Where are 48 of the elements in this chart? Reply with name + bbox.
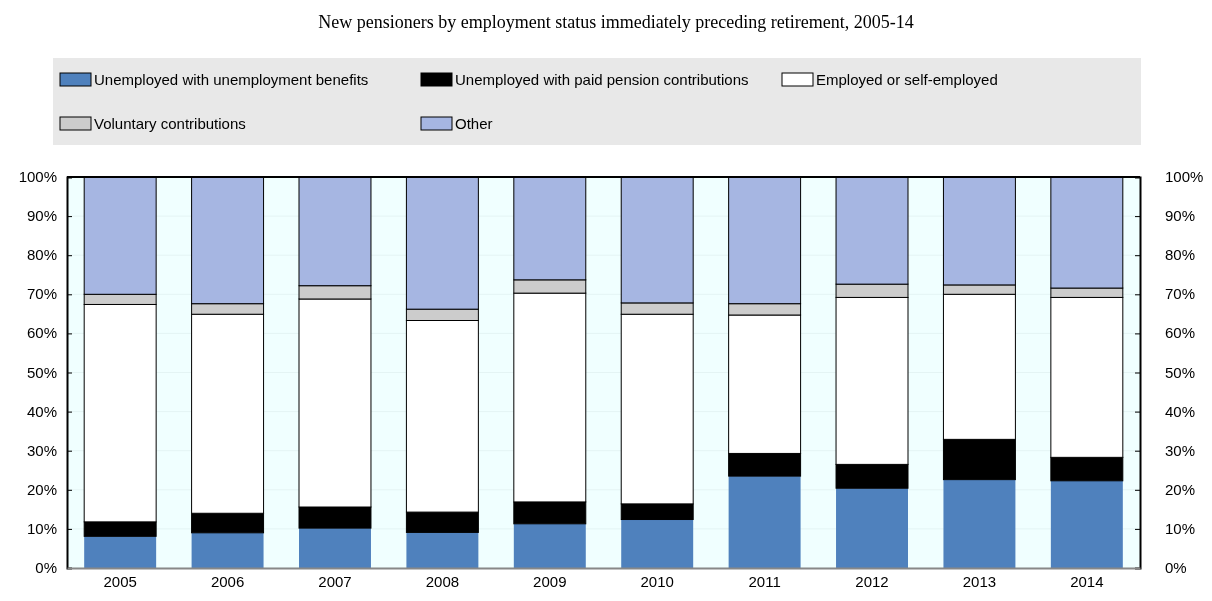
y2-tick-label: 40% — [1165, 402, 1196, 420]
y2-tick-label: 0% — [1165, 559, 1187, 576]
y-tick-label: 60% — [26, 324, 57, 342]
bar — [299, 528, 371, 568]
y-tick-label: 20% — [26, 480, 57, 498]
y2-tick-label: 30% — [1165, 441, 1196, 459]
y2-tick-label: 20% — [1165, 480, 1196, 498]
x-tick-label: 2011 — [748, 572, 781, 590]
y-tick-label: 70% — [26, 285, 57, 303]
y-tick-label: 30% — [26, 441, 57, 459]
y-tick-label: 50% — [26, 363, 57, 381]
x-tick-label: 2014 — [1070, 572, 1104, 590]
y-tick-label: 10% — [26, 519, 57, 537]
chart-title: New pensioners by employment status immediately preceding retirement, 2005-14 — [318, 12, 914, 32]
y-tick-label: 90% — [26, 207, 57, 225]
legend-label: Other — [455, 115, 493, 132]
legend-label: Employed or self-employed — [816, 71, 998, 88]
bar — [621, 519, 694, 568]
y2-tick-label: 100% — [1165, 168, 1204, 185]
y-tick-label: 0% — [35, 559, 57, 576]
y-tick-label: 100% — [18, 168, 57, 185]
y-tick-label: 40% — [26, 402, 57, 420]
x-tick-label: 2007 — [318, 572, 352, 590]
x-tick-label: 2010 — [640, 572, 674, 590]
bar — [728, 476, 801, 568]
x-tick-label: 2005 — [103, 572, 137, 590]
legend-label: Voluntary contributions — [94, 115, 246, 132]
x-tick-label: 2012 — [855, 572, 889, 590]
y2-tick-label: 80% — [1165, 246, 1196, 264]
bar — [513, 523, 586, 568]
bar — [191, 532, 264, 568]
y2-tick-label: 90% — [1165, 207, 1196, 225]
bar — [1050, 480, 1123, 568]
y2-tick-label: 10% — [1165, 519, 1196, 537]
bar — [943, 479, 1016, 568]
y2-tick-label: 70% — [1165, 285, 1196, 303]
bar — [84, 536, 157, 568]
x-tick-label: 2009 — [533, 572, 567, 590]
y2-tick-label: 60% — [1165, 324, 1196, 342]
y2-tick-label: 50% — [1165, 363, 1196, 381]
x-tick-label: 2013 — [962, 572, 997, 590]
legend-label: Unemployed with paid pension contributions — [455, 71, 749, 88]
bar — [836, 488, 908, 568]
legend-label: Unemployed with unemployment benefits — [94, 71, 369, 88]
x-tick-label: 2006 — [210, 572, 245, 590]
y-tick-label: 80% — [26, 246, 57, 264]
bar — [406, 532, 479, 568]
x-tick-label: 2008 — [425, 572, 460, 590]
